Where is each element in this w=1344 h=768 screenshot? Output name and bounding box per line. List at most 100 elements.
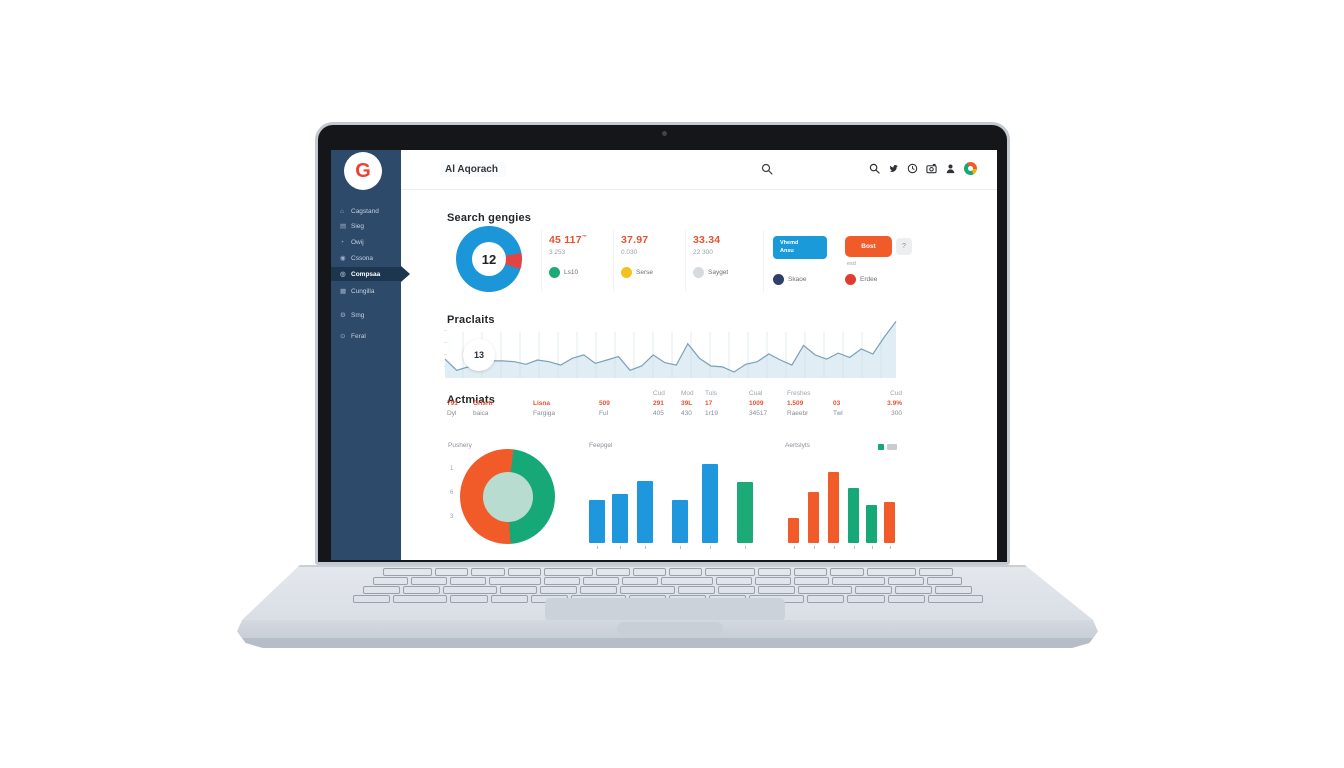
x-tick: [793, 546, 795, 549]
sidebar-item-label: Smg: [351, 311, 365, 319]
keyboard-key: [392, 595, 448, 603]
sidebar-item-feral[interactable]: ⊙ Feral: [331, 329, 401, 343]
trend-annotation-badge: 13: [463, 339, 495, 371]
keyboard-key: [402, 586, 440, 594]
x-tick: [597, 546, 598, 549]
keyboard-key: [847, 595, 885, 603]
table-cell: 430: [681, 410, 692, 417]
keyboard-key: [830, 568, 864, 576]
sidebar-item-label: Cungilla: [351, 287, 375, 295]
clock-icon[interactable]: [907, 163, 918, 174]
table-cell: Tuls: [705, 390, 718, 397]
donut-axis-label: 6: [450, 490, 454, 496]
primary-action-button[interactable]: Vhemd Ansu: [773, 236, 827, 259]
search-icon[interactable]: [869, 163, 880, 174]
button-line2: Ansu: [780, 248, 794, 255]
keyboard-key: [488, 577, 542, 585]
badge-label: Serse: [636, 269, 653, 276]
keyboard-key: [434, 568, 469, 576]
keyboard-key: [620, 586, 675, 594]
divider: [763, 230, 764, 292]
user-icon[interactable]: [945, 163, 956, 174]
keyboard-key: [660, 577, 714, 585]
bar: [828, 472, 839, 543]
keyboard-key: [919, 568, 953, 576]
table-cell: 17: [705, 400, 713, 407]
sidebar-item-smg[interactable]: ⚙ Smg: [331, 308, 401, 322]
x-tick: [680, 546, 681, 549]
topbar-icon-row: [869, 162, 977, 175]
metric-3: 33.34 22 300 Sayget: [693, 234, 761, 278]
keyboard-key: [362, 586, 400, 594]
keyboard-key: [887, 595, 925, 603]
help-chip[interactable]: ?: [896, 238, 912, 255]
camera-icon[interactable]: [926, 163, 937, 174]
keyboard-key: [596, 568, 630, 576]
bar-chart-1: [589, 448, 759, 549]
sidebar-item-sieg[interactable]: ▤ Sieg: [331, 219, 401, 233]
base-bottom-lip: [237, 638, 1098, 648]
doc-icon: ▤: [340, 223, 347, 230]
keyboard-key: [832, 577, 885, 585]
badge-label: Sayget: [708, 269, 729, 276]
sidebar-item-cssona[interactable]: ◉ Cssona: [331, 251, 401, 265]
search-icon[interactable]: [761, 163, 773, 175]
keyboard-key: [500, 586, 538, 594]
sidebar-item-label: Owij: [351, 238, 364, 246]
keyboard-row: [372, 577, 963, 585]
x-tick: [833, 546, 835, 549]
table-cell: [833, 390, 887, 397]
status-dot-icon: [621, 267, 632, 278]
browser-logo-icon[interactable]: [964, 162, 977, 175]
keyboard-key: [442, 586, 498, 594]
donut-chart-title: Pushery: [448, 442, 472, 449]
metric-value: 33.34: [693, 234, 721, 246]
metric-1: 45 117™ 3 253 Ls10: [549, 234, 617, 278]
table-cell: 1.509: [787, 400, 804, 407]
keyboard-key: [757, 586, 795, 594]
bar: [884, 502, 895, 543]
y-tick: –: [444, 340, 447, 346]
keyboard-key: [887, 577, 924, 585]
status-dot-icon: [773, 274, 784, 285]
sidebar-item-cagstand[interactable]: ⌂ Cagstand: [331, 204, 401, 218]
keyboard-key: [797, 586, 853, 594]
keyboard-key: [855, 586, 893, 594]
sidebar-item-cungilla[interactable]: ▦ Cungilla: [331, 284, 401, 298]
table-section-title: Actmiats: [447, 394, 496, 407]
secondary-action-button[interactable]: Bost: [845, 236, 892, 257]
keyboard-key: [677, 586, 715, 594]
table-cell: Cud: [890, 390, 902, 397]
table-cell: Cual: [749, 390, 763, 397]
kpi-donut-chart: 12: [456, 226, 522, 292]
metric-sub: 22 300: [693, 249, 713, 256]
table-cell: 291: [653, 400, 664, 407]
keyboard-key: [540, 586, 578, 594]
keyboard-key: [352, 595, 390, 603]
brand-logo[interactable]: G: [344, 152, 382, 190]
search-input[interactable]: Al Aqorach: [441, 162, 506, 177]
keyboard-key: [580, 586, 618, 594]
table-cell: 34517: [749, 410, 768, 417]
dashboard: G ⌂ Cagstand ▤ Sieg ◔ Owij ◉ Cssona ◎ Compsaa ▦ Cun…: [331, 150, 997, 560]
donut-hole: [482, 471, 533, 522]
x-tick: [745, 546, 746, 549]
divider: [541, 230, 542, 292]
keyboard-key: [411, 577, 447, 585]
sidebar-item-compsaa[interactable]: ◎ Compsaa: [331, 266, 410, 282]
twitter-icon[interactable]: [888, 163, 899, 174]
sidebar-item-owij[interactable]: ◔ Owij: [331, 235, 401, 249]
table-cell: [599, 390, 653, 397]
share-donut-chart: [460, 449, 555, 544]
badge-label: Skaoe: [788, 276, 807, 283]
keyboard-key: [621, 577, 658, 585]
keyboard-key: [490, 595, 528, 603]
keyboard-key: [543, 568, 594, 576]
bar: [612, 494, 628, 543]
bar: [808, 492, 819, 543]
table-cell: Mod: [681, 390, 694, 397]
keyboard-key: [717, 586, 755, 594]
button-line1: Vhemd: [780, 240, 799, 246]
users-icon: ◉: [340, 255, 346, 262]
